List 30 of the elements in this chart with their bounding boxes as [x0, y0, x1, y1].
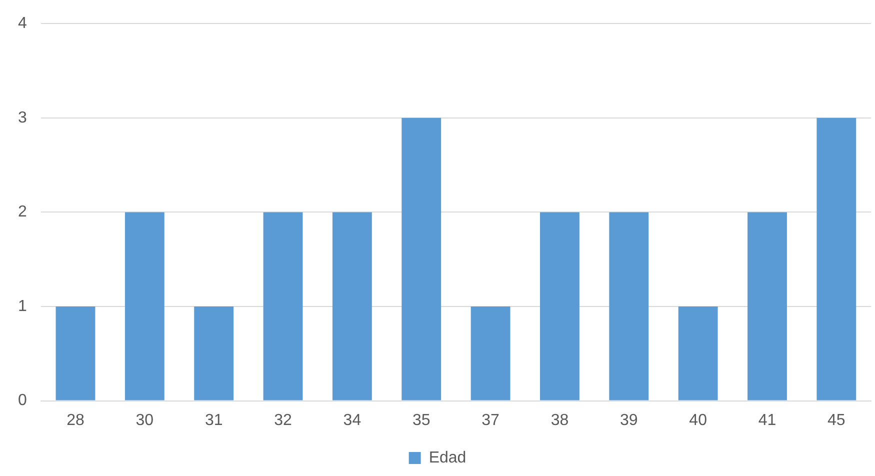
x-tick-label: 38: [550, 412, 569, 429]
bar: [678, 306, 718, 400]
y-tick-label: 3: [18, 109, 27, 126]
bar: [194, 306, 234, 400]
legend-label: Edad: [428, 449, 466, 466]
x-tick-label: 34: [343, 412, 362, 429]
x-tick-label: 31: [204, 412, 223, 429]
x-tick-label: 28: [66, 412, 84, 429]
bar: [124, 212, 164, 400]
y-tick-label: 2: [18, 204, 27, 221]
bar: [540, 212, 580, 400]
x-tick-label: 45: [828, 412, 846, 429]
bar: [402, 118, 442, 400]
x-tick-label: 32: [274, 412, 292, 429]
x-tick-label: 37: [482, 412, 500, 429]
bar: [56, 306, 96, 400]
y-tick-label: 1: [18, 298, 27, 315]
x-tick-label: 39: [620, 412, 638, 429]
bar: [816, 118, 856, 400]
y-tick-label: 0: [18, 392, 27, 410]
x-tick-label: 30: [136, 412, 154, 429]
x-tick-label: 40: [689, 412, 708, 429]
bar: [263, 212, 303, 400]
x-tick-label: 41: [758, 412, 776, 429]
x-tick-label: 35: [412, 412, 430, 429]
y-tick-label: 4: [18, 15, 27, 32]
bar: [609, 212, 649, 400]
bar: [748, 212, 787, 400]
bar: [470, 306, 510, 400]
bar: [332, 212, 372, 400]
